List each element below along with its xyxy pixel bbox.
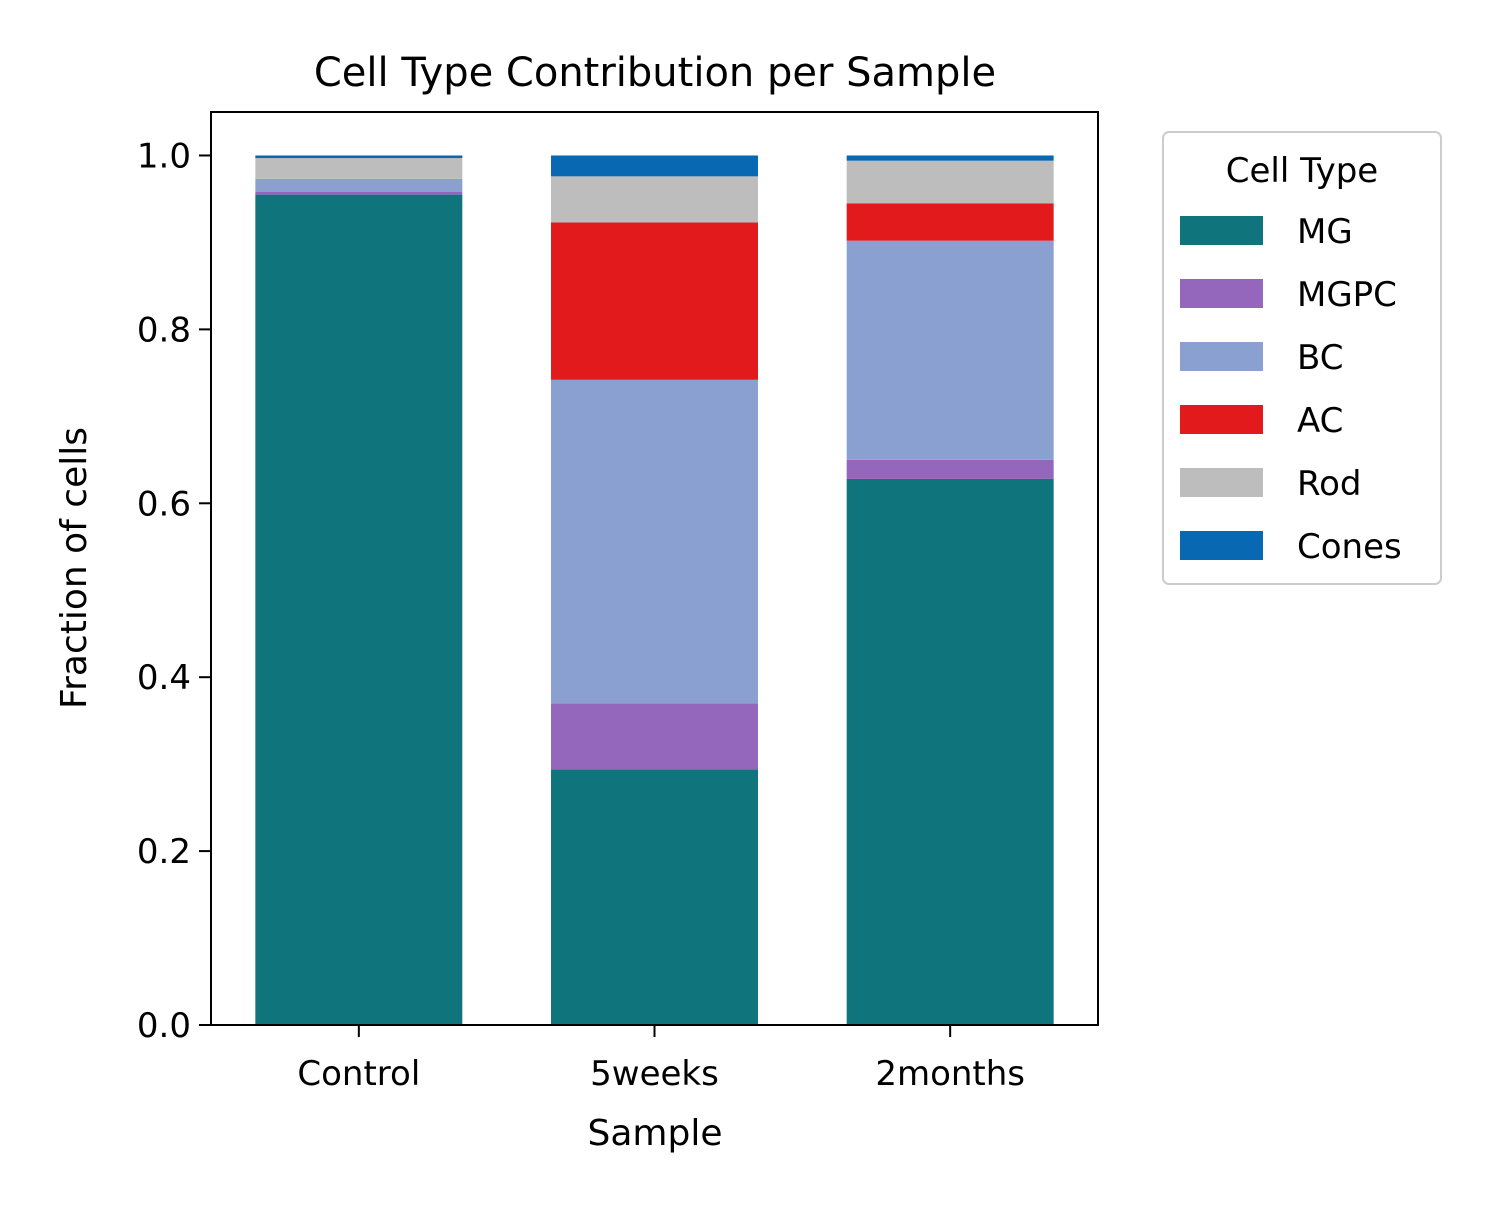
x-tick-label: Control <box>297 1054 420 1094</box>
bar-segment-bc-2months <box>846 240 1054 460</box>
legend-swatch-mgpc <box>1180 279 1263 308</box>
x-axis-label: Sample <box>588 1113 723 1154</box>
bar-segment-rod-2months <box>846 160 1054 204</box>
legend-swatch-rod <box>1180 468 1263 497</box>
bar-segment-mg-control <box>255 194 463 1026</box>
bars-group <box>255 155 1054 1026</box>
bar-segment-mg-2months <box>846 478 1054 1025</box>
bar-segment-rod-control <box>255 158 463 179</box>
bar-segment-ac-5weeks <box>551 222 758 380</box>
y-axis-label: Fraction of cells <box>54 427 95 709</box>
y-tick-label: 0.0 <box>137 1006 191 1046</box>
bar-segment-mgpc-control <box>255 192 463 195</box>
legend-swatch-bc <box>1180 342 1263 371</box>
bar-segment-bc-5weeks <box>551 379 758 704</box>
y-axis-ticks: 0.0 0.2 0.4 0.6 0.8 1.0 <box>137 136 211 1046</box>
legend-title: Cell Type <box>1226 151 1378 191</box>
y-tick-label: 0.4 <box>137 658 191 698</box>
bar-segment-mgpc-5weeks <box>551 703 758 770</box>
legend-label-mg: MG <box>1297 212 1353 252</box>
chart-title: Cell Type Contribution per Sample <box>314 50 996 96</box>
bar-segment-cones-control <box>255 155 463 159</box>
bar-segment-cones-5weeks <box>551 155 758 177</box>
x-tick-label: 5weeks <box>590 1054 719 1094</box>
legend-items: MG MGPC BC AC Rod Cones <box>1180 212 1402 567</box>
legend-swatch-ac <box>1180 405 1263 434</box>
x-tick-label: 2months <box>875 1054 1025 1094</box>
bar-segment-cones-2months <box>846 155 1054 161</box>
bar-segment-mg-5weeks <box>551 769 758 1025</box>
y-tick-label: 1.0 <box>137 136 191 176</box>
bar-segment-ac-2months <box>846 203 1054 241</box>
y-tick-label: 0.6 <box>137 484 191 524</box>
y-tick-label: 0.2 <box>137 832 191 872</box>
legend-label-bc: BC <box>1297 338 1343 378</box>
legend-swatch-cones <box>1180 531 1263 560</box>
legend-label-mgpc: MGPC <box>1297 275 1397 315</box>
legend-label-ac: AC <box>1297 401 1343 441</box>
bar-segment-rod-5weeks <box>551 176 758 223</box>
x-axis-ticks: Control 5weeks 2months <box>297 1025 1025 1094</box>
legend-label-cones: Cones <box>1297 527 1402 567</box>
y-tick-label: 0.8 <box>137 310 191 350</box>
legend-swatch-mg <box>1180 216 1263 245</box>
bar-segment-mgpc-2months <box>846 459 1054 479</box>
legend: Cell Type MG MGPC BC AC Rod Cones <box>1162 131 1442 585</box>
legend-label-rod: Rod <box>1297 464 1361 504</box>
bar-segment-bc-control <box>255 178 463 192</box>
